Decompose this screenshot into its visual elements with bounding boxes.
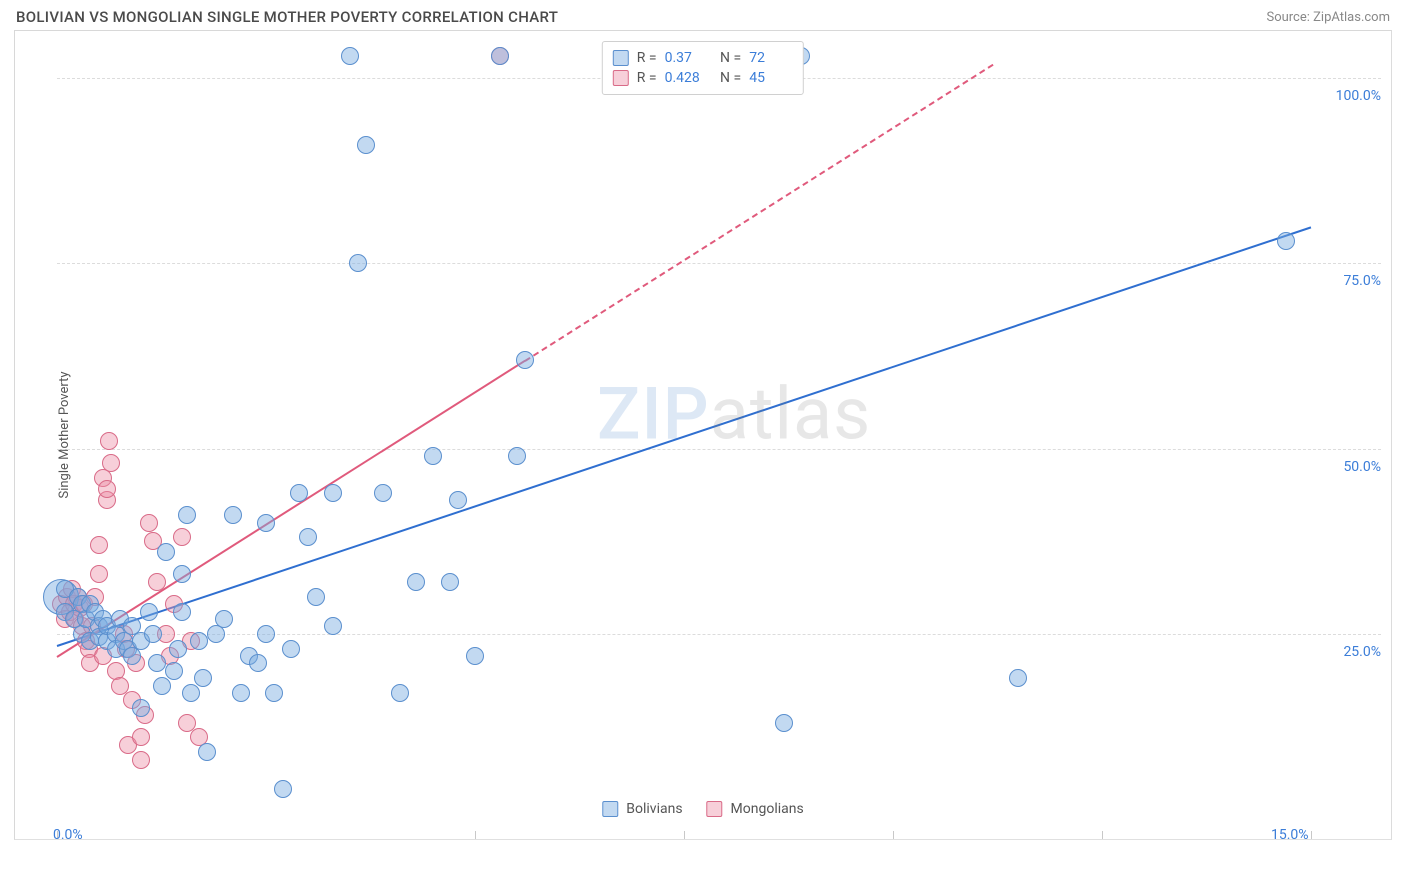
data-point-mongolians <box>90 565 108 583</box>
data-point-bolivians <box>341 47 359 65</box>
legend-row-mongolians: R = 0.428 N = 45 <box>613 68 793 88</box>
data-point-bolivians <box>391 684 409 702</box>
data-point-bolivians <box>232 684 250 702</box>
chart-container: Single Mother Poverty ZIPatlas 25.0%50.0… <box>14 30 1392 840</box>
gridline <box>57 634 1381 635</box>
data-point-bolivians <box>153 677 171 695</box>
data-point-bolivians <box>157 543 175 561</box>
trendline <box>57 226 1312 647</box>
data-point-bolivians <box>357 136 375 154</box>
data-point-bolivians <box>198 743 216 761</box>
y-tick-label: 100.0% <box>1321 88 1381 104</box>
data-point-bolivians <box>224 506 242 524</box>
data-point-bolivians <box>140 603 158 621</box>
data-point-bolivians <box>299 528 317 546</box>
legend-row-bolivians: R = 0.37 N = 72 <box>613 48 793 68</box>
data-point-bolivians <box>349 254 367 272</box>
chart-title: BOLIVIAN VS MONGOLIAN SINGLE MOTHER POVE… <box>16 8 558 26</box>
data-point-bolivians <box>178 506 196 524</box>
x-tick <box>684 831 685 839</box>
data-point-mongolians <box>102 454 120 472</box>
data-point-bolivians <box>491 47 509 65</box>
data-point-bolivians <box>190 632 208 650</box>
data-point-bolivians <box>449 491 467 509</box>
n-value-mongolians: 45 <box>749 70 793 86</box>
data-point-bolivians <box>257 514 275 532</box>
data-point-bolivians <box>516 351 534 369</box>
data-point-bolivians <box>324 484 342 502</box>
x-tick <box>475 831 476 839</box>
data-point-bolivians <box>274 780 292 798</box>
swatch-mongolians <box>613 70 629 86</box>
watermark: ZIPatlas <box>597 372 871 457</box>
r-value-mongolians: 0.428 <box>665 70 709 86</box>
data-point-mongolians <box>132 751 150 769</box>
data-point-bolivians <box>249 654 267 672</box>
data-point-bolivians <box>290 484 308 502</box>
swatch-bolivians-icon <box>602 801 618 817</box>
data-point-bolivians <box>169 640 187 658</box>
data-point-mongolians <box>140 514 158 532</box>
data-point-mongolians <box>98 480 116 498</box>
data-point-bolivians <box>466 647 484 665</box>
x-tick <box>893 831 894 839</box>
plot-area: ZIPatlas 25.0%50.0%75.0%100.0% <box>57 41 1311 819</box>
gridline <box>57 449 1381 450</box>
x-tick <box>1311 831 1312 839</box>
swatch-mongolians-icon <box>707 801 723 817</box>
legend-item-bolivians: Bolivians <box>602 801 682 817</box>
data-point-bolivians <box>307 588 325 606</box>
data-point-bolivians <box>374 484 392 502</box>
series-legend: Bolivians Mongolians <box>602 801 803 817</box>
trendline <box>525 63 994 361</box>
data-point-bolivians <box>215 610 233 628</box>
correlation-legend: R = 0.37 N = 72 R = 0.428 N = 45 <box>602 41 804 95</box>
gridline <box>57 263 1381 264</box>
data-point-bolivians <box>132 699 150 717</box>
data-point-bolivians <box>775 714 793 732</box>
data-point-bolivians <box>441 573 459 591</box>
data-point-bolivians <box>265 684 283 702</box>
data-point-mongolians <box>111 677 129 695</box>
data-point-bolivians <box>182 684 200 702</box>
data-point-mongolians <box>90 536 108 554</box>
r-value-bolivians: 0.37 <box>665 50 709 66</box>
data-point-bolivians <box>165 662 183 680</box>
data-point-bolivians <box>194 669 212 687</box>
legend-label-mongolians: Mongolians <box>731 801 804 817</box>
data-point-bolivians <box>257 625 275 643</box>
data-point-mongolians <box>100 432 118 450</box>
data-point-bolivians <box>148 654 166 672</box>
data-point-bolivians <box>1009 669 1027 687</box>
y-tick-label: 25.0% <box>1321 644 1381 660</box>
swatch-bolivians <box>613 50 629 66</box>
data-point-mongolians <box>148 573 166 591</box>
data-point-mongolians <box>178 714 196 732</box>
x-tick-label-min: 0.0% <box>53 827 83 843</box>
data-point-bolivians <box>173 603 191 621</box>
source-attribution: Source: ZipAtlas.com <box>1266 10 1390 25</box>
legend-label-bolivians: Bolivians <box>626 801 682 817</box>
x-tick <box>1102 831 1103 839</box>
data-point-mongolians <box>173 528 191 546</box>
y-tick-label: 50.0% <box>1321 459 1381 475</box>
data-point-bolivians <box>424 447 442 465</box>
data-point-mongolians <box>132 728 150 746</box>
data-point-bolivians <box>508 447 526 465</box>
data-point-bolivians <box>282 640 300 658</box>
data-point-bolivians <box>173 565 191 583</box>
y-tick-label: 75.0% <box>1321 273 1381 289</box>
data-point-bolivians <box>144 625 162 643</box>
data-point-bolivians <box>1277 232 1295 250</box>
x-tick-label-max: 15.0% <box>1271 827 1309 843</box>
n-value-bolivians: 72 <box>749 50 793 66</box>
data-point-bolivians <box>324 617 342 635</box>
data-point-bolivians <box>407 573 425 591</box>
legend-item-mongolians: Mongolians <box>707 801 804 817</box>
